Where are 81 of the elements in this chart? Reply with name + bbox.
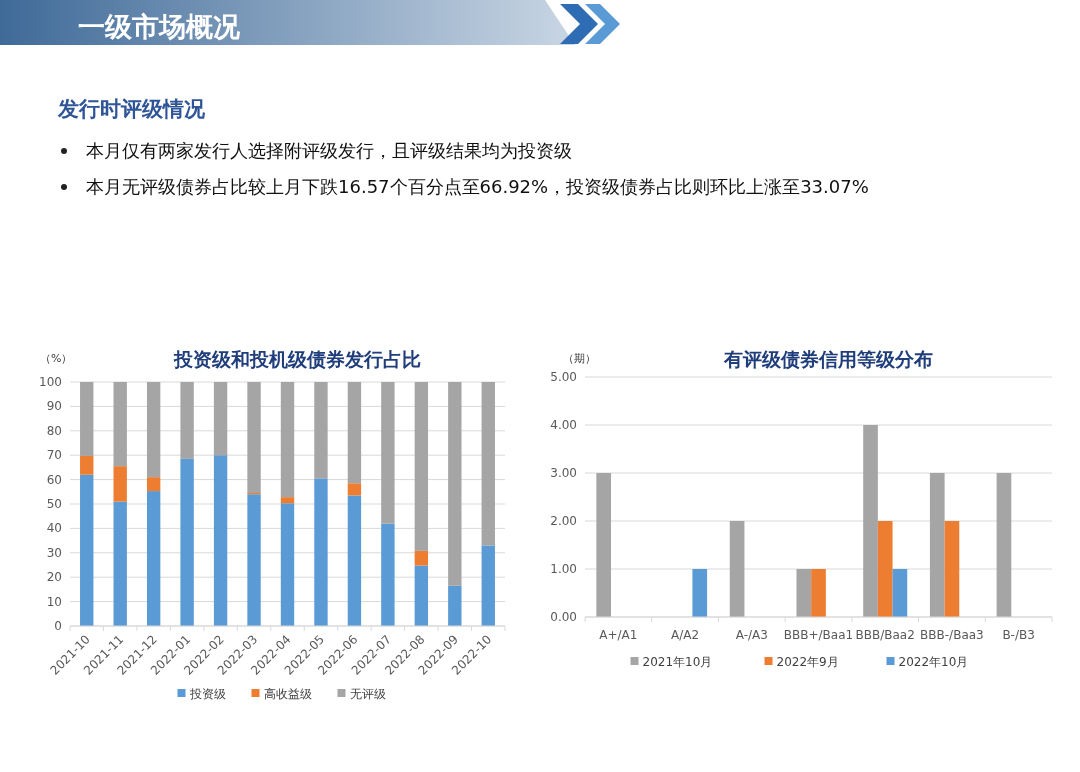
x-tick-label: A-/A3 xyxy=(735,628,768,642)
bar xyxy=(314,478,328,626)
text: 本月无评级债券占比较上月下跌16.57个百分点至66.92%，投资级债券占比则环比上涨至33.07% xyxy=(86,176,869,197)
bar xyxy=(280,382,295,498)
bar xyxy=(448,382,462,586)
y-tick-label: 90 xyxy=(46,399,62,414)
bar xyxy=(347,495,362,626)
bar xyxy=(180,458,194,626)
legend-label: 2022年9月 xyxy=(776,655,839,669)
bar xyxy=(113,501,127,626)
bar xyxy=(247,382,261,494)
bar xyxy=(596,473,612,617)
bar xyxy=(213,455,228,626)
bar xyxy=(314,382,328,479)
y-tick-label: 2.00 xyxy=(550,514,577,528)
y-axis-title: （%） xyxy=(40,352,73,365)
bar xyxy=(414,550,429,566)
bar xyxy=(877,521,893,617)
bar xyxy=(280,503,295,626)
y-tick-label: 20 xyxy=(46,570,62,585)
bar xyxy=(929,473,945,617)
bar xyxy=(796,569,812,617)
bar xyxy=(996,473,1012,617)
bar xyxy=(811,569,826,617)
x-tick-label: A+/A1 xyxy=(599,628,638,642)
bar xyxy=(213,382,228,456)
bar xyxy=(80,474,94,626)
bar xyxy=(146,491,161,626)
bar xyxy=(414,565,429,626)
bar xyxy=(80,455,94,475)
y-tick-label: 3.00 xyxy=(550,466,577,480)
y-tick-label: 30 xyxy=(46,545,62,560)
x-tick-label: B-/B3 xyxy=(1002,628,1035,642)
text: 一级市场概况 xyxy=(78,11,241,42)
y-tick-label: 0 xyxy=(54,619,62,633)
y-tick-label: 70 xyxy=(46,448,62,463)
bar xyxy=(113,466,127,502)
y-tick-label: 1.00 xyxy=(550,562,577,576)
y-tick-label: 50 xyxy=(46,497,62,511)
bar xyxy=(448,585,462,626)
y-tick-label: 5.00 xyxy=(550,370,577,384)
bar xyxy=(347,382,362,484)
bar xyxy=(944,521,960,617)
y-tick-label: 80 xyxy=(46,423,62,438)
x-tick-label: BBB+/Baa1 xyxy=(783,628,854,642)
bar xyxy=(146,477,161,492)
y-tick-label: 100 xyxy=(39,375,62,389)
bar xyxy=(729,521,745,617)
text: 发行时评级情况 xyxy=(57,97,206,121)
y-axis-title: （期） xyxy=(563,352,596,365)
y-tick-label: 40 xyxy=(46,521,62,536)
y-tick-label: 0.00 xyxy=(550,610,577,624)
bar xyxy=(247,494,261,626)
bar xyxy=(113,382,127,467)
bar xyxy=(146,382,161,478)
x-tick-label: BBB/Baa2 xyxy=(855,628,915,642)
bar xyxy=(481,545,495,626)
legend-label: 2021年10月 xyxy=(642,655,713,669)
bar xyxy=(414,382,429,551)
bar xyxy=(381,523,395,626)
legend-label: 高收益级 xyxy=(263,687,312,701)
x-tick-label: BBB-/Baa3 xyxy=(920,628,984,642)
legend-label: 投资级 xyxy=(188,687,226,701)
bar xyxy=(381,382,395,524)
y-tick-label: 10 xyxy=(46,594,62,609)
x-tick-label: A/A2 xyxy=(671,628,700,642)
text: 本月仅有两家发行人选择附评级发行，且评级结果均为投资级 xyxy=(86,140,572,161)
legend-label: 2022年10月 xyxy=(898,655,969,669)
bar xyxy=(892,569,908,617)
bar xyxy=(692,569,708,617)
bar xyxy=(80,382,94,456)
y-tick-label: 4.00 xyxy=(550,418,577,432)
y-tick-label: 60 xyxy=(46,472,62,487)
bar xyxy=(180,382,194,459)
chart-title: 投资级和投机级债券发行占比 xyxy=(173,348,421,370)
bar xyxy=(347,483,362,496)
bar xyxy=(863,425,878,617)
legend-label: 无评级 xyxy=(349,687,386,701)
bar xyxy=(280,497,295,504)
bar xyxy=(481,382,495,546)
chart-title: 有评级债券信用等级分布 xyxy=(723,348,933,370)
